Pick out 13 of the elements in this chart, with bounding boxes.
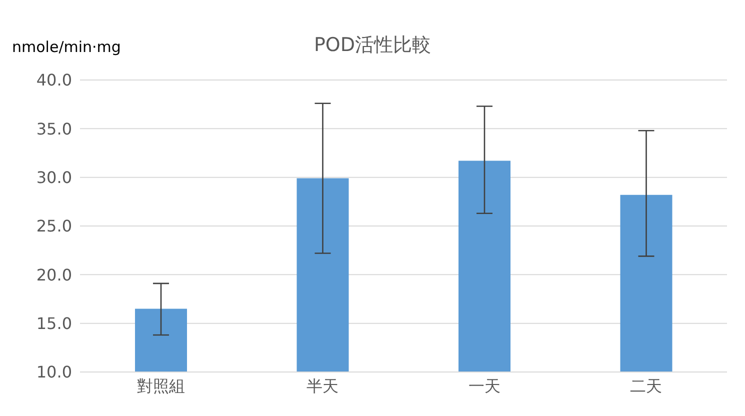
y-tick-label: 40.0	[36, 70, 72, 90]
y-tick-label: 35.0	[36, 119, 72, 138]
y-tick-label: 20.0	[36, 265, 72, 284]
x-tick-label: 半天	[306, 376, 339, 396]
x-tick-label: 一天	[468, 376, 500, 396]
x-tick-label: 對照組	[136, 376, 185, 396]
y-tick-label: 10.0	[36, 362, 72, 382]
x-tick-label: 二天	[630, 376, 662, 396]
y-tick-label: 30.0	[36, 168, 72, 188]
y-tick-label: 25.0	[36, 216, 72, 236]
y-axis-title: nmole/min·mg	[12, 38, 121, 56]
y-tick-label: 15.0	[36, 314, 72, 334]
chart-title: POD活性比較	[314, 34, 432, 56]
